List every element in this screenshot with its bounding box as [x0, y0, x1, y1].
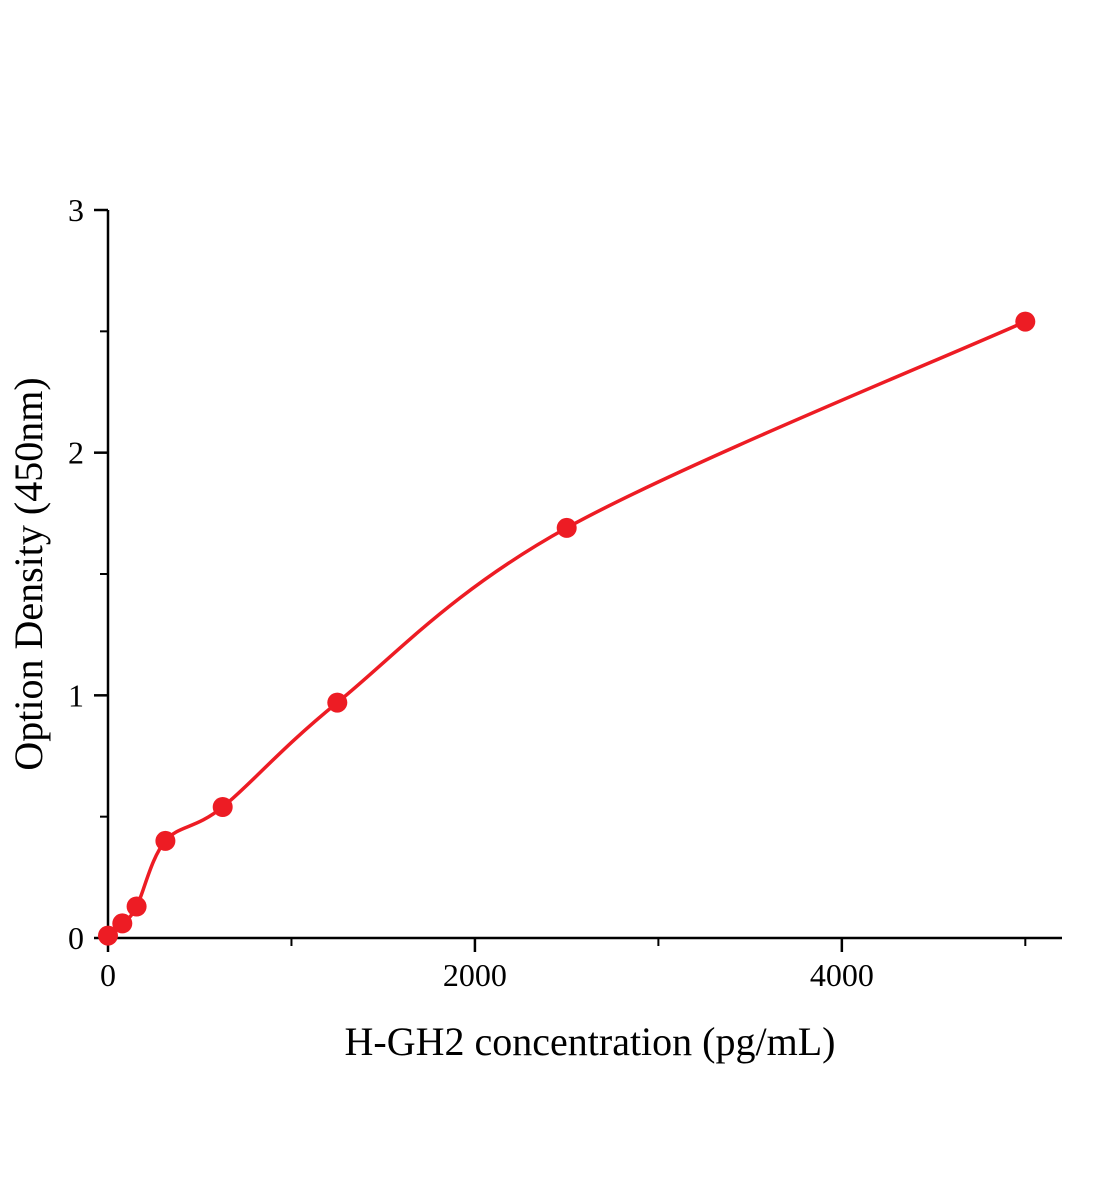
- data-point: [98, 925, 118, 946]
- y-tick-label: 3: [68, 192, 84, 228]
- axes: [106, 210, 1062, 940]
- data-points: [98, 311, 1036, 946]
- x-tick-label: 2000: [443, 957, 507, 993]
- data-point: [112, 913, 133, 934]
- x-axis-label: H-GH2 concentration (pg/mL): [345, 1019, 836, 1064]
- data-point: [155, 830, 176, 851]
- data-point: [126, 896, 147, 917]
- data-point: [556, 517, 577, 538]
- fit-curve: [106, 319, 1028, 938]
- data-point: [327, 692, 348, 713]
- y-axis-label: Option Density (450nm): [6, 377, 51, 770]
- axis-ticks: [94, 208, 1027, 952]
- y-tick-label: 2: [68, 435, 84, 471]
- x-tick-label: 4000: [810, 957, 874, 993]
- tick-labels: 0 2000 4000 0 1 2 3: [68, 192, 874, 993]
- data-point: [1015, 311, 1036, 332]
- y-tick-label: 0: [68, 920, 84, 956]
- y-tick-label: 1: [68, 677, 84, 713]
- x-tick-label: 0: [100, 957, 116, 993]
- data-point: [212, 797, 233, 817]
